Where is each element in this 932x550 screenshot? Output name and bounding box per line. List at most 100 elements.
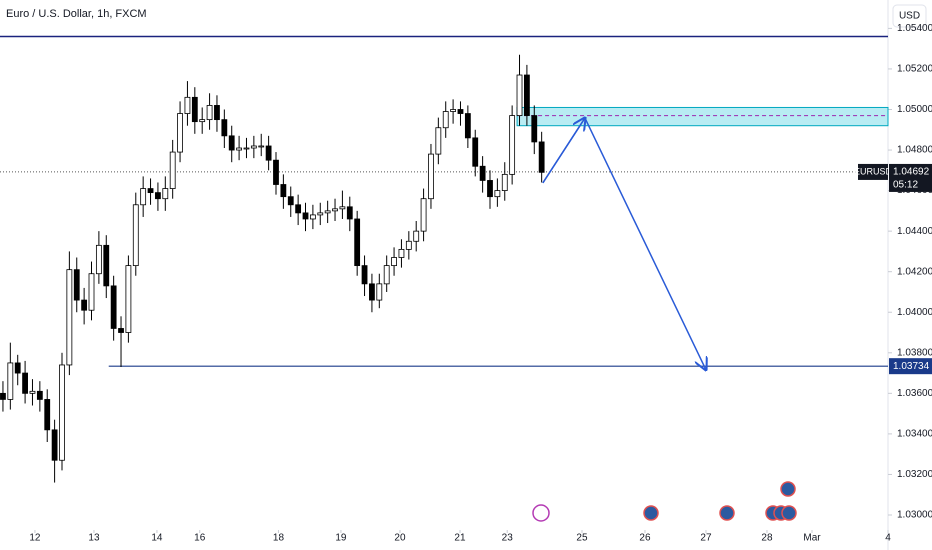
y-tick-label: 1.03000 xyxy=(897,510,932,521)
candle-body xyxy=(501,173,508,191)
x-tick-label: 16 xyxy=(194,533,206,544)
candle-body xyxy=(361,265,368,285)
candle-body xyxy=(383,265,390,285)
chart-title: Euro / U.S. Dollar, 1h, FXCM xyxy=(6,8,147,20)
x-tick-label: 20 xyxy=(394,533,406,544)
candle-body xyxy=(147,188,154,194)
candle-body xyxy=(531,115,538,143)
y-tick-label: 1.05000 xyxy=(897,104,932,115)
candle-body xyxy=(413,230,420,242)
candle-body xyxy=(332,208,338,212)
candle-body xyxy=(391,257,397,267)
candle-body xyxy=(110,285,117,329)
x-tick-label: 23 xyxy=(502,533,514,544)
candle-body xyxy=(450,109,457,112)
event-icon[interactable] xyxy=(781,505,797,521)
candle-body xyxy=(457,109,464,114)
candle-body xyxy=(509,115,516,175)
x-tick-label: 14 xyxy=(151,533,163,544)
candle-body xyxy=(88,273,95,311)
candle-body xyxy=(265,145,272,161)
y-tick-label: 1.04200 xyxy=(897,266,932,277)
candle-body xyxy=(236,147,242,151)
countdown: 05:12 xyxy=(893,180,918,191)
candle-body xyxy=(442,111,449,129)
candle-body xyxy=(7,362,14,400)
candle-body xyxy=(169,151,176,189)
y-tick-label: 1.03200 xyxy=(897,469,932,480)
candle-body xyxy=(405,240,412,250)
projection-head xyxy=(542,118,585,184)
event-icon[interactable] xyxy=(532,504,550,522)
candle-body xyxy=(14,362,21,374)
last-price-label: 1.04692 xyxy=(893,167,930,178)
currency-button[interactable] xyxy=(892,4,927,28)
candle-body xyxy=(51,429,58,461)
event-icon[interactable] xyxy=(780,481,796,497)
candle-body xyxy=(494,190,501,198)
candle-body xyxy=(228,135,235,151)
candle-body xyxy=(354,218,361,267)
candle-body xyxy=(295,204,302,214)
candle-body xyxy=(287,196,294,206)
event-icon[interactable] xyxy=(643,505,659,521)
y-tick-label: 1.03600 xyxy=(897,388,932,399)
candle-body xyxy=(302,212,309,220)
candle-body xyxy=(243,147,250,150)
event-icons xyxy=(532,481,797,522)
candle-body xyxy=(435,127,442,155)
candle-body xyxy=(22,372,28,394)
candle-body xyxy=(59,364,65,461)
zone xyxy=(516,106,889,127)
candle-body xyxy=(214,105,220,121)
candle-body xyxy=(309,214,316,220)
x-tick-label: 18 xyxy=(273,533,285,544)
candle-body xyxy=(177,113,183,153)
level-box xyxy=(889,358,932,375)
candle-body xyxy=(398,248,405,258)
x-tick-label: 25 xyxy=(576,533,588,544)
x-tick-label: 4 xyxy=(885,533,891,544)
candle-body xyxy=(155,192,161,200)
candle-body xyxy=(472,137,479,167)
x-tick-label: 26 xyxy=(639,533,651,544)
candle-body xyxy=(44,399,51,431)
candle-body xyxy=(487,180,493,198)
candle-body xyxy=(538,141,545,173)
candle-body xyxy=(132,204,139,267)
candle-body xyxy=(184,96,191,114)
level-label: 1.03734 xyxy=(893,361,930,372)
x-tick-label: Mar xyxy=(803,533,821,544)
candle-body xyxy=(464,113,471,139)
x-tick-label: 21 xyxy=(454,533,466,544)
candle-body xyxy=(479,165,486,181)
currency-label[interactable]: USD xyxy=(899,11,920,22)
event-icon[interactable] xyxy=(719,505,735,521)
candle-body xyxy=(420,198,427,232)
candle-body xyxy=(162,188,169,200)
x-tick-label: 13 xyxy=(88,533,100,544)
candle-body xyxy=(221,119,228,137)
candle-body xyxy=(36,390,43,400)
y-tick-label: 1.05200 xyxy=(897,64,932,75)
candle-body xyxy=(66,269,73,366)
candle-body xyxy=(280,184,287,198)
candle-body xyxy=(516,74,523,116)
candle-body xyxy=(191,96,198,123)
symbol-label: EURUSD xyxy=(854,166,893,176)
symbol-box xyxy=(858,163,888,180)
x-tick-label: 19 xyxy=(335,533,347,544)
candle-body xyxy=(273,159,279,185)
y-tick-label: 1.04800 xyxy=(897,145,932,156)
y-tick-label: 1.03800 xyxy=(897,347,932,358)
candle-body xyxy=(346,206,353,220)
last-price-box xyxy=(889,163,932,192)
candle-body xyxy=(339,206,346,210)
candle-body xyxy=(0,392,6,400)
candle-body xyxy=(206,105,213,121)
candle-body xyxy=(73,269,80,301)
y-tick-label: 1.04000 xyxy=(897,307,932,318)
y-tick-label: 1.04400 xyxy=(897,226,932,237)
